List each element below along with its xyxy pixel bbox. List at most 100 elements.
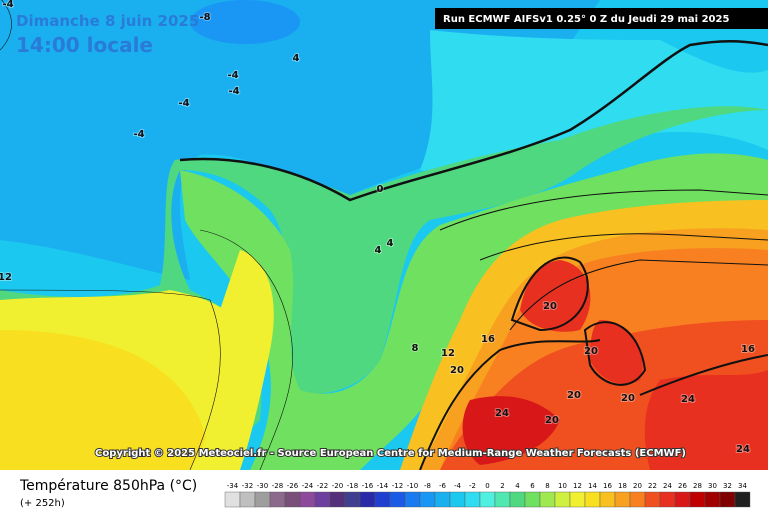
contour-label: -8 bbox=[199, 12, 210, 23]
scale-swatch bbox=[569, 491, 586, 508]
scale-label: -10 bbox=[407, 482, 418, 490]
scale-swatch bbox=[704, 491, 721, 508]
scale-label: 30 bbox=[708, 482, 717, 490]
scale-label: 32 bbox=[723, 482, 732, 490]
contour-label: 16 bbox=[481, 334, 495, 345]
contour-label: 12 bbox=[441, 348, 455, 359]
scale-label: -12 bbox=[392, 482, 403, 490]
footer-title: Température 850hPa (°C) bbox=[19, 478, 197, 494]
scale-label: 8 bbox=[545, 482, 549, 490]
scale-swatch bbox=[434, 491, 451, 508]
scale-swatch bbox=[734, 491, 751, 508]
scale-label: 18 bbox=[618, 482, 627, 490]
scale-label: 4 bbox=[515, 482, 520, 490]
scale-label: 28 bbox=[693, 482, 702, 490]
scale-label: -34 bbox=[227, 482, 239, 490]
scale-label: -16 bbox=[362, 482, 374, 490]
contour-label: 20 bbox=[450, 365, 464, 376]
scale-label: -18 bbox=[347, 482, 358, 490]
run-box bbox=[435, 8, 768, 29]
scale-label: 26 bbox=[678, 482, 687, 490]
scale-swatch bbox=[299, 491, 316, 508]
contour-label: 24 bbox=[736, 444, 750, 455]
scale-label: -20 bbox=[332, 482, 343, 490]
scale-swatch bbox=[644, 491, 661, 508]
scale-swatch bbox=[554, 491, 571, 508]
scale-label: 34 bbox=[738, 482, 747, 490]
scale-swatch bbox=[359, 491, 376, 508]
scale-label: -28 bbox=[272, 482, 283, 490]
scale-swatch bbox=[689, 491, 706, 508]
contour-label: 16 bbox=[741, 344, 755, 355]
scale-swatch bbox=[674, 491, 691, 508]
scale-label: 22 bbox=[648, 482, 657, 490]
color-scale: -34 -32 -30 -28 -26 -24 -22 -20 -18 -16 -14 -12 -10-… bbox=[224, 482, 751, 508]
copyright: Copyright © 2025 Meteociel.fr - Source E… bbox=[95, 448, 686, 459]
contour-label: 8 bbox=[412, 343, 419, 354]
scale-swatch bbox=[389, 491, 406, 508]
scale-swatch bbox=[614, 491, 631, 508]
contour-label: 0 bbox=[377, 184, 384, 195]
contours bbox=[0, 0, 768, 471]
scale-label: 2 bbox=[500, 482, 504, 490]
scale-label: -30 bbox=[257, 482, 268, 490]
scale-swatch bbox=[374, 491, 391, 508]
contour-label: 20 bbox=[545, 415, 559, 426]
scale-swatch bbox=[659, 491, 676, 508]
scale-swatch bbox=[284, 491, 301, 508]
scale-label: -22 bbox=[317, 482, 328, 490]
contour-label: 20 bbox=[567, 390, 581, 401]
contour-label: 24 bbox=[681, 394, 695, 405]
scale-swatch bbox=[239, 491, 256, 508]
scale-swatch bbox=[479, 491, 496, 508]
scale-swatch bbox=[629, 491, 646, 508]
scale-label: 12 bbox=[573, 482, 582, 490]
scale-label: -4 bbox=[454, 482, 462, 490]
scale-label: -6 bbox=[439, 482, 447, 490]
contour-label: -4 bbox=[133, 129, 144, 140]
scale-swatch bbox=[509, 491, 526, 508]
scale-swatch bbox=[524, 491, 541, 508]
scale-swatch bbox=[344, 491, 361, 508]
contour-label: 20 bbox=[621, 393, 635, 404]
contour-label: -4 bbox=[178, 98, 189, 109]
scale-label: 10 bbox=[558, 482, 567, 490]
scale-label: -8 bbox=[424, 482, 431, 490]
forecast-date: Dimanche 8 juin 2025 bbox=[16, 12, 199, 30]
scale-label: 24 bbox=[663, 482, 672, 490]
scale-swatch bbox=[254, 491, 271, 508]
scale-label: -14 bbox=[377, 482, 389, 490]
contour-label: -4 bbox=[2, 0, 13, 10]
map-background bbox=[0, 0, 768, 470]
contour-label: 4 bbox=[293, 53, 300, 64]
run-info: Run ECMWF AIFSv1 0.25° 0 Z du Jeudi 29 m… bbox=[443, 14, 729, 25]
scale-label: 16 bbox=[603, 482, 612, 490]
lead-time: (+ 252h) bbox=[20, 498, 65, 509]
scale-swatch bbox=[404, 491, 421, 508]
contour-label: 20 bbox=[543, 301, 557, 312]
scale-label: -32 bbox=[242, 482, 253, 490]
scale-swatch bbox=[449, 491, 466, 508]
scale-swatch bbox=[719, 491, 736, 508]
scale-label: 14 bbox=[588, 482, 597, 490]
scale-label: 20 bbox=[633, 482, 642, 490]
contour-label: 24 bbox=[495, 408, 509, 419]
scale-label: 0 bbox=[485, 482, 489, 490]
scale-label: -26 bbox=[287, 482, 299, 490]
scale-swatch bbox=[584, 491, 601, 508]
contour-label: -4 bbox=[228, 86, 239, 97]
scale-swatch bbox=[419, 491, 436, 508]
contour-label: 12 bbox=[0, 272, 12, 283]
forecast-time: 14:00 locale bbox=[16, 33, 153, 57]
contour-label: 4 bbox=[387, 238, 394, 249]
scale-swatch bbox=[599, 491, 616, 508]
contour-label: -4 bbox=[227, 70, 238, 81]
scale-label: -24 bbox=[302, 482, 314, 490]
scale-swatch bbox=[464, 491, 481, 508]
scale-swatch bbox=[314, 491, 331, 508]
contour-label: 20 bbox=[584, 346, 598, 357]
scale-label: -2 bbox=[469, 482, 476, 490]
scale-swatch bbox=[539, 491, 556, 508]
